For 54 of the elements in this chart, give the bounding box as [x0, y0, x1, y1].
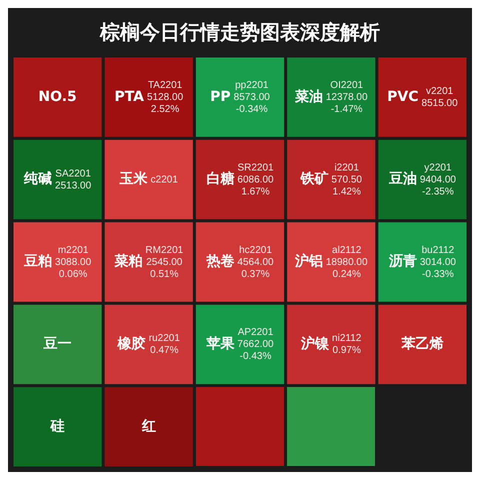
data-label: 0.47%	[150, 345, 179, 356]
text: v2201 8515.00	[422, 86, 458, 109]
category-label: 豆粕	[23, 254, 52, 270]
data-label: -0.34%	[236, 104, 268, 115]
data-label: 0.24%	[332, 268, 361, 280]
category-label: 苯乙烯	[400, 336, 444, 352]
text: AP2201 7662.00	[237, 327, 274, 350]
text: al2112 18980.00	[326, 244, 368, 268]
category-label: 铁矿	[299, 170, 328, 188]
data-label: -0.33%	[422, 268, 454, 280]
text: m2201 3088.00	[55, 244, 92, 268]
category-label: 菜油	[294, 88, 323, 105]
text: i2201 570.50	[331, 162, 362, 186]
category-label: 苹果	[205, 336, 236, 352]
data-label: 0.97%	[332, 345, 361, 356]
category-label: 红	[140, 418, 156, 434]
data-label: 2.52%	[150, 104, 180, 115]
text: RM2201 2545.00	[145, 244, 184, 268]
category-label: 菜粕	[113, 254, 142, 270]
category-label: 纯碱	[23, 171, 52, 188]
category-label: 沪铝	[294, 252, 323, 270]
category-label: 热卷	[205, 254, 234, 270]
category-label: PVC	[387, 88, 419, 105]
category-label: 沪镍	[300, 335, 330, 352]
text: OI2201 12378.00	[326, 80, 368, 103]
data-label: 0.37%	[241, 268, 270, 280]
data-label: 0.06%	[58, 268, 88, 280]
text: TA2201 5128.00	[147, 80, 184, 103]
category-label: PTA	[114, 88, 144, 105]
category-label: 橡胶	[116, 335, 146, 352]
text: SR2201 6086.00	[237, 162, 274, 186]
text: pp2201 8573.00	[234, 80, 270, 103]
data-label: -1.47%	[330, 104, 363, 115]
text: ru2201	[148, 333, 180, 344]
text: c2201	[150, 174, 178, 186]
data-label: 1.42%	[332, 186, 361, 198]
text: y2201 9404.00	[420, 162, 456, 186]
data-label: 1.67%	[241, 186, 270, 198]
text: hc2201 4564.00	[237, 244, 274, 268]
text: 棕榈今日行情走势图表深度解析	[99, 20, 380, 44]
category-label: 豆一	[42, 336, 72, 352]
text: bu2112 3014.00	[420, 244, 456, 268]
category-label: PP	[210, 88, 231, 105]
text: SA2201 2513.00	[55, 168, 92, 192]
category-label: NO.5	[38, 88, 77, 105]
data-label: -0.43%	[240, 351, 272, 362]
data-label: 0.51%	[150, 268, 179, 280]
category-label: 豆油	[388, 171, 417, 188]
category-label: 硅	[50, 418, 65, 434]
category-label: 白糖	[206, 170, 234, 188]
category-label: 沥青	[388, 254, 417, 270]
category-label: 玉米	[118, 171, 149, 188]
data-label: -2.35%	[422, 186, 454, 198]
text: ni2112	[332, 333, 362, 344]
